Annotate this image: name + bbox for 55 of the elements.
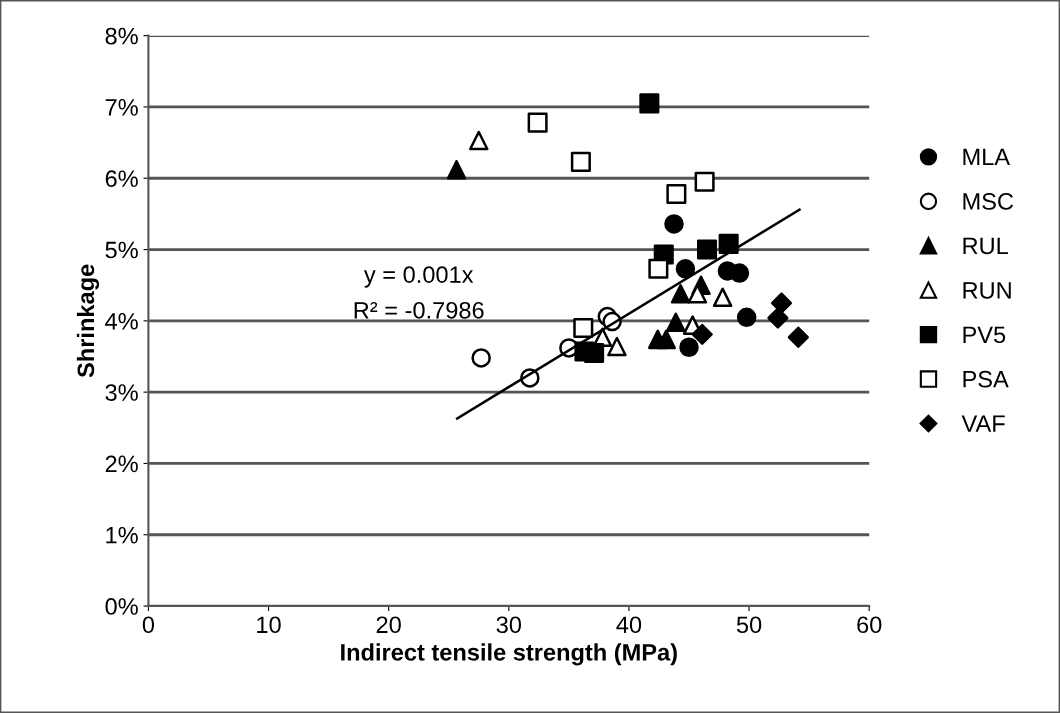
legend-label: RUN: [963, 282, 1011, 299]
point: [712, 287, 733, 308]
y-tick-label: 7%: [105, 99, 138, 116]
y-tick-label: 8%: [105, 27, 138, 45]
x-axis-title: Indirect tensile strength (MPa): [341, 643, 677, 666]
point: [679, 337, 699, 357]
legend-label: MSC: [963, 193, 1014, 210]
y-tick-label: 4%: [105, 313, 138, 330]
point: [570, 151, 591, 172]
point: [729, 263, 750, 283]
point: [666, 183, 687, 204]
point: [471, 348, 491, 368]
point: [718, 233, 739, 254]
point: [687, 284, 708, 304]
point: [787, 326, 809, 348]
point: [446, 159, 467, 180]
y-tick-label: 5%: [105, 241, 138, 259]
point: [770, 292, 793, 314]
x-tick-label: 50: [736, 616, 762, 634]
x-tick-label: 40: [616, 616, 642, 634]
legend-label: PSA: [963, 370, 1009, 388]
point: [666, 312, 686, 333]
point: [527, 112, 548, 133]
point: [469, 130, 489, 151]
point: [664, 214, 684, 234]
point: [648, 258, 669, 279]
annotation: R² = -0.7986: [354, 301, 484, 319]
point: [767, 307, 789, 329]
point: [574, 341, 595, 362]
x-tick-label: 60: [857, 616, 882, 634]
x-tick-label: 20: [376, 616, 401, 634]
point: [607, 336, 627, 357]
point: [696, 239, 718, 260]
legend-label: MLA: [963, 148, 1011, 166]
annotation: y = 0.001x: [363, 266, 474, 288]
x-tick-label: 10: [257, 616, 281, 634]
point: [656, 329, 676, 350]
x-tick-label: 0: [142, 616, 155, 634]
legend-label: PV5: [963, 326, 1006, 344]
legend-label: RUL: [963, 237, 1008, 255]
point: [670, 284, 691, 304]
y-axis-title: Shrinkage: [76, 264, 99, 378]
y-tick-label: 6%: [105, 170, 138, 188]
point: [675, 259, 696, 279]
x-tick-label: 30: [496, 616, 522, 634]
y-tick-label: 2%: [105, 455, 138, 473]
legend-label: VAF: [961, 415, 1005, 432]
point: [639, 93, 660, 114]
y-tick-label: 1%: [106, 526, 138, 544]
point: [694, 171, 715, 192]
point: [691, 323, 713, 345]
point: [736, 307, 757, 328]
point: [573, 317, 594, 339]
y-tick-label: 3%: [105, 384, 138, 401]
y-tick-label: 0%: [105, 598, 138, 615]
